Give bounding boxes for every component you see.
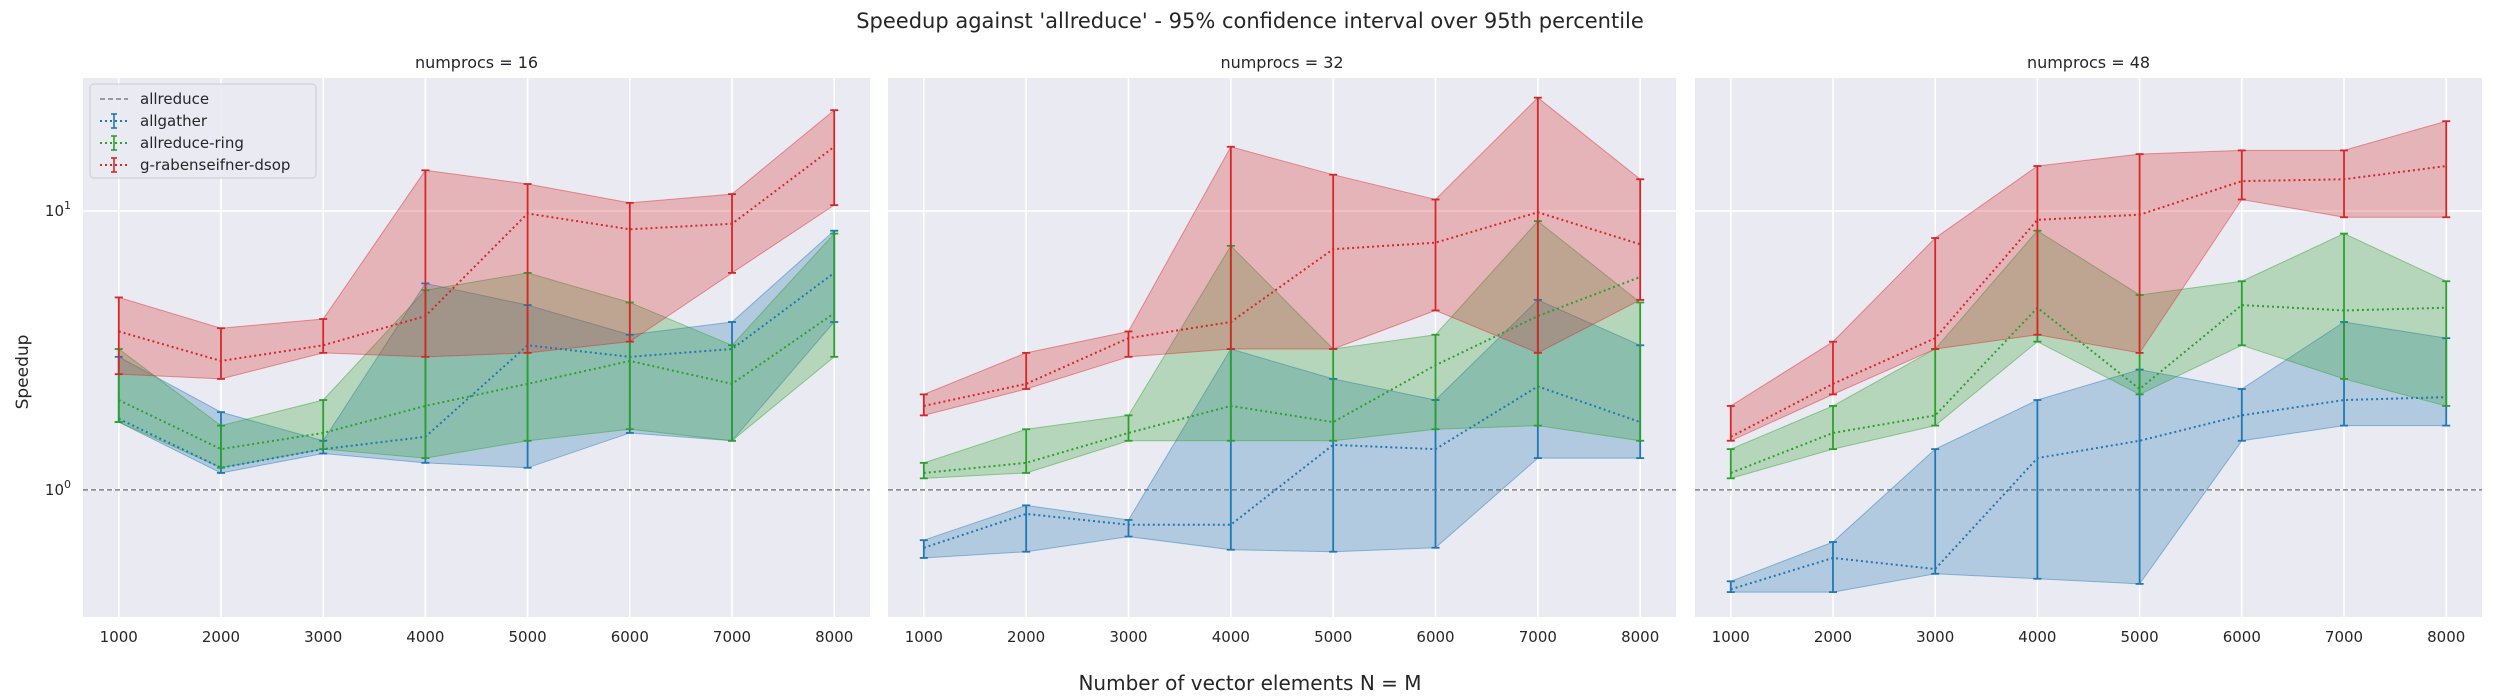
errorbar-g-rabenseifner-dsop: [1124, 330, 1133, 358]
x-tick-label: 7000: [2325, 628, 2363, 646]
errorbar-allreduce-ring: [2340, 232, 2349, 380]
panel-1: numprocs = 16 1000 2000 3000 4000 5000 6000 700…: [45, 53, 870, 646]
errorbar-allgather: [2033, 399, 2042, 580]
x-tick-label: 6000: [1416, 628, 1454, 646]
legend-label: g-rabenseifner-dsop: [140, 156, 290, 174]
x-tick-label: 1000: [905, 628, 943, 646]
x-tick-label: 5000: [509, 628, 547, 646]
errorbar-allreduce-ring: [830, 232, 839, 358]
errorbar-g-rabenseifner-dsop: [1636, 178, 1645, 301]
x-tick-label: 7000: [1519, 628, 1557, 646]
x-tick-label: 3000: [1916, 628, 1954, 646]
x-tick-label: 6000: [2223, 628, 2261, 646]
panels: numprocs = 16 1000 2000 3000 4000 5000 6000 700…: [45, 53, 2482, 646]
errorbar-g-rabenseifner-dsop: [2442, 120, 2451, 219]
x-tick-label: 3000: [1109, 628, 1147, 646]
legend-item-allreduce-ring: allreduce-ring: [100, 134, 244, 152]
legend-item-allgather: allgather: [100, 112, 208, 130]
x-tick-label: 7000: [713, 628, 751, 646]
subplot-title: numprocs = 48: [2027, 53, 2150, 72]
figure-title: Speedup against 'allreduce' - 95% confid…: [856, 9, 1644, 33]
x-tick-label: 1000: [100, 628, 138, 646]
line-allreduce-ring: [118, 312, 835, 451]
plot-area: [888, 78, 1676, 617]
errorbar-allgather: [1828, 541, 1837, 593]
x-tick-label: 5000: [2121, 628, 2159, 646]
errorbar-allgather: [919, 539, 928, 559]
errorbar-g-rabenseifner-dsop: [2033, 165, 2042, 336]
errorbar-g-rabenseifner-dsop: [114, 296, 123, 376]
y-tick-label: 100: [45, 478, 71, 499]
errorbar-g-rabenseifner-dsop: [2237, 149, 2246, 201]
errorbar-g-rabenseifner-dsop: [1726, 405, 1735, 442]
x-tick-label: 4000: [406, 628, 444, 646]
errorbar-allreduce-ring: [2442, 280, 2451, 407]
line-allreduce-ring: [923, 276, 1641, 474]
errorbar-allreduce-ring: [728, 344, 737, 442]
errorbar-g-rabenseifner-dsop: [1431, 198, 1440, 312]
legend-item-g-rabenseifner-dsop: g-rabenseifner-dsop: [100, 156, 290, 174]
errorbar-g-rabenseifner-dsop: [1828, 340, 1837, 396]
errorbar-g-rabenseifner-dsop: [728, 193, 737, 274]
x-tick-label: 2000: [1007, 628, 1045, 646]
errorbar-allreduce-ring: [1431, 333, 1440, 431]
errorbar-allgather: [1022, 504, 1031, 553]
legend-label: allreduce: [140, 90, 209, 108]
errorbar-allreduce-ring: [319, 399, 328, 451]
x-tick-label: 2000: [1814, 628, 1852, 646]
line-allgather: [923, 385, 1641, 549]
errorbar-g-rabenseifner-dsop: [523, 183, 532, 354]
y-axis-label: Speedup: [13, 335, 33, 410]
errorbar-g-rabenseifner-dsop: [2135, 153, 2144, 354]
line-allgather: [118, 272, 835, 469]
line-allreduce-ring: [1730, 304, 2447, 474]
errorbar-g-rabenseifner-dsop: [1533, 96, 1542, 354]
errorbar-g-rabenseifner-dsop: [421, 169, 430, 358]
errorbar-g-rabenseifner-dsop: [830, 109, 839, 207]
errorbar-allreduce-ring: [1636, 301, 1645, 442]
legend-label: allreduce-ring: [140, 134, 244, 152]
legend-item-allreduce: allreduce: [100, 90, 209, 108]
x-tick-label: 8000: [2427, 628, 2465, 646]
legend-label: allgather: [140, 112, 208, 130]
x-tick-label: 5000: [1314, 628, 1352, 646]
errorbar-g-rabenseifner-dsop: [1931, 237, 1940, 350]
x-axis-label: Number of vector elements N = M: [1078, 671, 1421, 695]
errorbar-allreduce-ring: [2237, 280, 2246, 347]
x-tick-label: 8000: [815, 628, 853, 646]
x-tick-label: 1000: [1712, 628, 1750, 646]
errorbar-allgather: [1931, 448, 1940, 575]
errorbar-g-rabenseifner-dsop: [216, 327, 225, 380]
subplot-title: numprocs = 32: [1220, 53, 1343, 72]
x-tick-label: 3000: [304, 628, 342, 646]
errorbar-allreduce-ring: [1022, 428, 1031, 474]
errorbar-allreduce-ring: [1124, 414, 1133, 442]
errorbar-allreduce-ring: [216, 424, 225, 469]
errorbar-g-rabenseifner-dsop: [919, 393, 928, 417]
panel-2: numprocs = 32 1000 2000 3000 4000 5000 6000 700…: [888, 53, 1676, 646]
y-tick-label: 101: [45, 199, 71, 220]
subplot-title: numprocs = 16: [415, 53, 538, 72]
errorbar-g-rabenseifner-dsop: [1329, 173, 1338, 350]
errorbar-allgather: [2237, 388, 2246, 442]
errorbar-allreduce-ring: [919, 461, 928, 480]
errorbar-allgather: [1124, 519, 1133, 538]
errorbar-g-rabenseifner-dsop: [625, 201, 634, 343]
x-tick-label: 4000: [1212, 628, 1250, 646]
line-allgather: [1730, 396, 2447, 591]
errorbar-g-rabenseifner-dsop: [1226, 145, 1235, 350]
legend: allreduce allgather allreduce-ring g-rabens…: [89, 83, 317, 179]
x-tick-label: 2000: [202, 628, 240, 646]
panel-3: numprocs = 48 1000 2000 3000 4000 5000 6000 700…: [1695, 53, 2482, 646]
x-tick-label: 4000: [2018, 628, 2056, 646]
errorbar-allreduce-ring: [1828, 405, 1837, 451]
errorbar-g-rabenseifner-dsop: [2340, 149, 2349, 219]
x-tick-label: 8000: [1621, 628, 1659, 646]
x-tick-label: 6000: [611, 628, 649, 646]
errorbar-allgather: [1726, 580, 1735, 593]
errorbar-allreduce-ring: [1726, 448, 1735, 480]
errorbar-g-rabenseifner-dsop: [319, 318, 328, 354]
